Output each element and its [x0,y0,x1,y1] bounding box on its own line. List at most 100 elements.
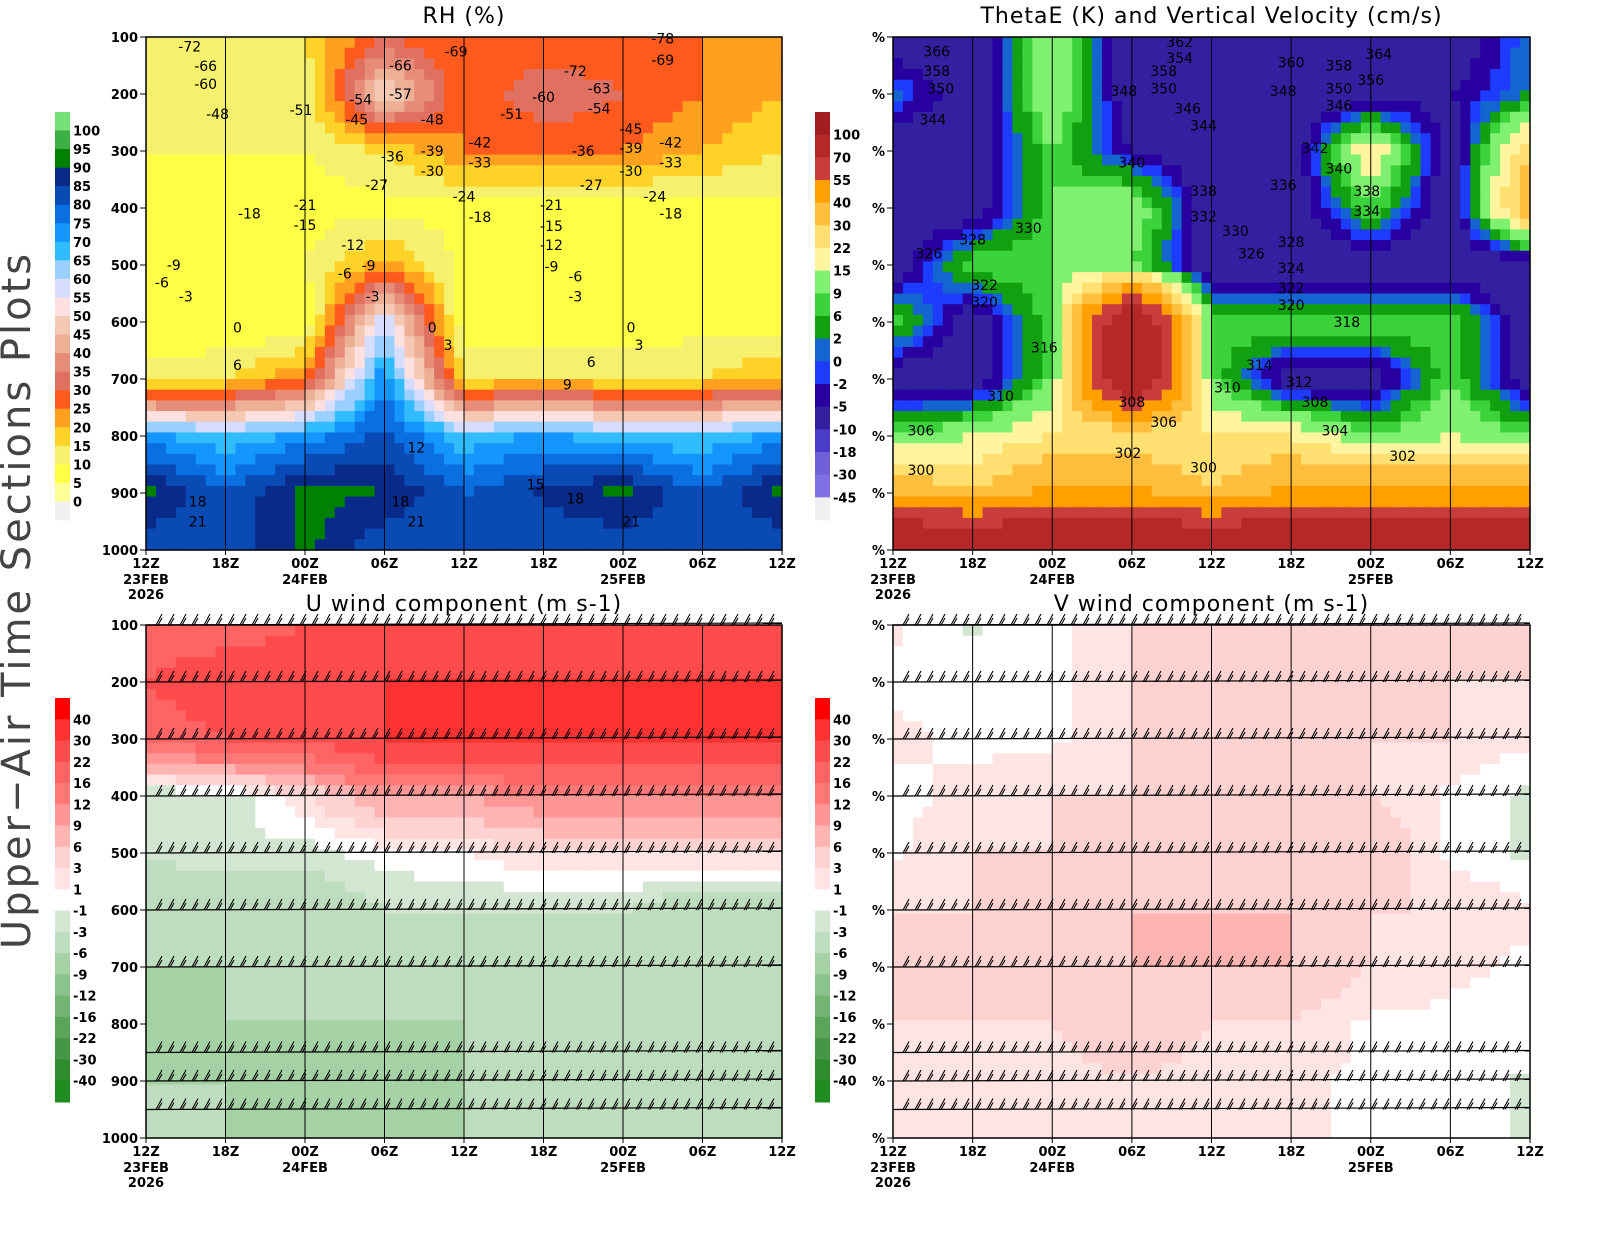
field-cell [305,485,316,498]
field-cell [354,379,366,391]
field-cell [742,58,753,70]
field-cell [902,304,914,316]
field-cell [672,293,684,305]
field-cell [902,111,914,124]
field-cell [573,229,584,241]
field-cell [1320,47,1332,59]
field-cell [324,154,336,166]
field-cell [952,101,964,113]
field-cell [165,421,177,434]
field-cell [1480,229,1491,241]
field-cell [444,58,455,70]
field-cell [354,133,366,145]
field-cell [1211,175,1223,188]
field-cell [374,272,386,284]
field-cell [962,58,974,70]
field-cell [1360,133,1372,145]
field-cell [1062,186,1073,198]
field-cell [434,79,445,92]
field-cell [165,507,177,519]
field-cell [513,432,525,444]
field-cell [1092,90,1103,102]
field-cell [672,368,684,380]
field-cell [513,346,525,359]
field-cell [603,379,614,391]
field-cell [1072,47,1083,59]
field-cell [952,293,964,305]
field-cell [1161,111,1173,124]
field-cell [146,272,157,284]
field-cell [473,314,485,327]
field-cell [295,464,306,476]
field-cell [483,165,495,177]
field-cell [1032,143,1043,156]
field-cell [215,90,227,102]
field-cell [593,346,604,359]
field-cell [1072,314,1083,327]
field-cell [1440,101,1451,113]
field-cell [762,69,773,81]
field-cell [503,389,515,401]
field-cell [1330,58,1342,70]
field-cell [1450,58,1461,70]
contour-label: -30 [620,164,643,180]
field-cell [1281,293,1292,305]
field-cell [762,357,773,369]
field-cell [503,154,515,166]
field-cell [593,528,604,540]
field-cell [374,432,386,444]
field-cell [692,240,704,252]
field-cell [1121,143,1133,156]
field-cell [922,47,934,59]
field-cell [424,389,435,401]
field-cell [1370,47,1382,59]
field-cell [1410,314,1422,327]
field-cell [583,58,594,70]
field-cell [404,229,415,241]
field-cell [404,90,415,102]
field-cell [364,496,376,508]
field-cell [752,111,763,124]
field-cell [205,282,217,295]
field-cell [344,485,356,498]
field-cell [912,282,924,295]
field-cell [902,261,914,273]
field-cell [893,58,904,70]
field-cell [314,368,326,380]
field-cell [702,37,714,49]
field-cell [1350,165,1362,177]
field-cell [702,272,714,284]
field-cell [334,314,346,327]
field-cell [1201,79,1213,92]
field-cell [424,272,435,284]
field-cell [324,464,336,476]
field-cell [662,507,674,519]
field-cell [1271,90,1282,102]
field-cell [1281,229,1292,241]
field-cell [464,389,475,401]
field-cell [1440,186,1451,198]
field-cell [972,250,984,263]
field-cell [483,175,495,188]
field-cell [1052,143,1063,156]
field-cell [195,208,207,220]
field-cell [1022,79,1033,92]
field-cell [275,122,286,134]
field-cell [265,475,276,487]
contour-label: 6 [233,358,242,374]
field-cell [1520,37,1531,49]
field-cell [762,443,773,455]
field-cell [662,539,674,551]
field-cell [942,90,954,102]
field-cell [942,272,954,284]
field-cell [295,357,306,369]
field-cell [972,58,984,70]
field-cell [762,47,773,59]
field-cell [1330,240,1342,252]
field-cell [285,528,296,540]
field-cell [772,208,783,220]
field-cell [583,47,594,59]
field-cell [245,357,256,369]
field-cell [354,507,366,519]
field-cell [1102,79,1113,92]
